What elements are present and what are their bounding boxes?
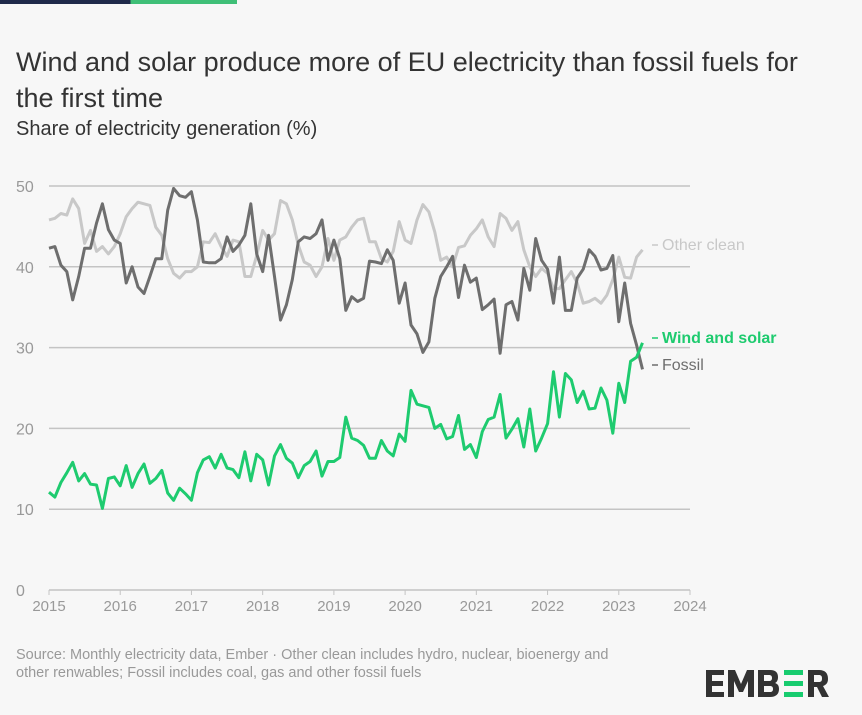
line-chart: 0 10 20 30 40 50 2015 2016 2017 2018 2019 2020 2021 2… [16,179,777,615]
ember-logo [706,670,829,697]
y-tick-label: 0 [16,583,25,600]
x-tick-label: 2017 [175,598,208,615]
source-note: Source: Monthly electricity data, Ember … [16,647,609,681]
chart-title: Wind and solar produce more of EU electr… [16,47,798,114]
x-tick-label: 2023 [602,598,635,615]
y-tick-label: 10 [16,502,34,519]
y-tick-label: 40 [16,260,34,277]
series-line-wind-and-solar [48,342,644,510]
top-accent-bar [0,0,237,4]
series-line-other-clean [48,197,644,305]
x-tick-label: 2022 [531,598,564,615]
x-tick-label: 2024 [673,598,706,615]
series-label: Fossil [662,357,704,374]
x-tick-label: 2019 [317,598,350,615]
y-tick-label: 50 [16,179,34,196]
series-label: Other clean [662,237,745,254]
chart-subtitle: Share of electricity generation (%) [16,118,318,140]
series-line-fossil [48,186,644,370]
x-tick-label: 2016 [104,598,137,615]
y-tick-label: 20 [16,421,34,438]
x-tick-label: 2015 [32,598,65,615]
y-tick-label: 30 [16,341,34,358]
series-label: Wind and solar [662,330,777,347]
x-tick-label: 2021 [460,598,493,615]
x-tick-label: 2018 [246,598,279,615]
x-tick-label: 2020 [388,598,421,615]
